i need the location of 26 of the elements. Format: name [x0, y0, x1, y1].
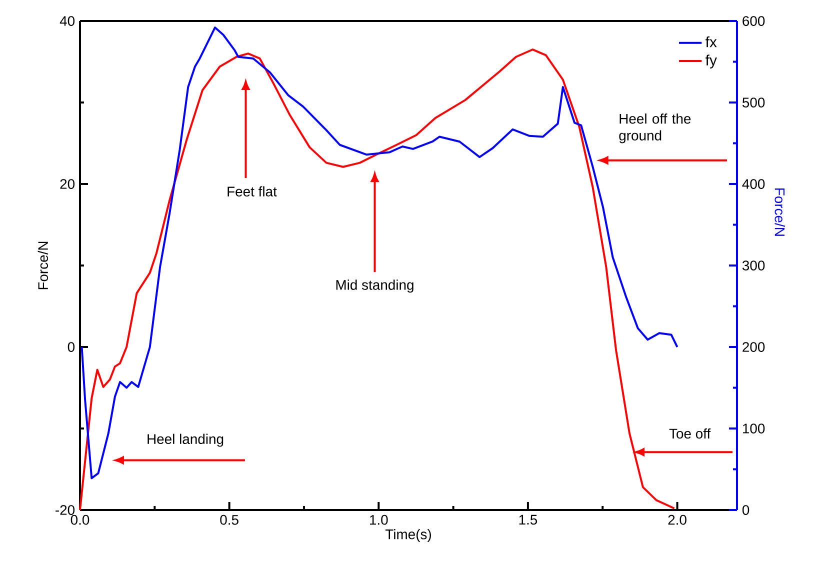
x-tick-label: 2.0 — [668, 514, 686, 525]
annotation: Feet flat — [228, 186, 277, 197]
y-tick-label: 0 — [68, 342, 75, 352]
y2-tick-label: 0 — [742, 505, 750, 515]
y-axis-title: Force/N — [38, 242, 48, 290]
x-tick-label: 0.5 — [220, 514, 238, 525]
y-tick-label: 20 — [60, 179, 75, 189]
x-tick-label: 0.0 — [70, 514, 90, 525]
y2-tick-label: 100 — [742, 424, 765, 434]
annotation: Heel off the ground — [619, 113, 691, 144]
y-tick-label: -20 — [56, 505, 75, 515]
annotation: Heel landing — [148, 434, 224, 447]
legend-label: fy — [706, 54, 717, 68]
y2-tick-label: 600 — [742, 16, 765, 26]
y-tick-label: 40 — [60, 16, 75, 26]
y2-tick-label: 200 — [742, 342, 765, 352]
y2-tick-label: 300 — [742, 260, 765, 270]
y2-tick-label: 400 — [742, 179, 765, 189]
y2-tick-label: 500 — [742, 98, 765, 108]
annotation: Toe off — [669, 428, 711, 439]
x-tick-label: 1.0 — [370, 514, 388, 525]
y2-axis-title: Force/N — [774, 188, 785, 236]
x-tick-label: 1.5 — [519, 514, 538, 525]
annotation: Mid standing — [336, 280, 414, 293]
x-axis-title: Time(s) — [385, 529, 431, 542]
legend-label: fx — [706, 36, 717, 48]
